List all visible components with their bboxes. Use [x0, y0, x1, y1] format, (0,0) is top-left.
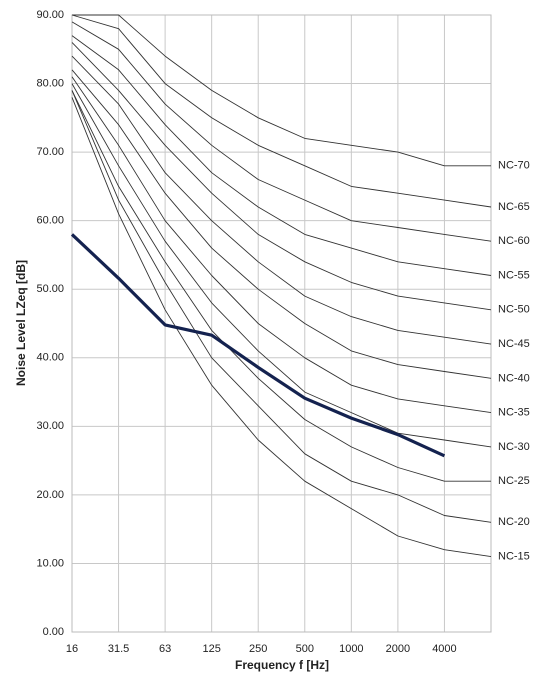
x-tick-label: 63: [159, 643, 171, 655]
series-label: NC-30: [498, 441, 530, 453]
x-tick-label: 1000: [339, 643, 363, 655]
series-label: NC-25: [498, 475, 530, 487]
nc-curve: [71, 97, 492, 558]
y-tick-label: 0.00: [43, 626, 64, 638]
x-tick-label: 125: [202, 643, 220, 655]
nc-curve: [71, 42, 492, 311]
y-tick-label: 90.00: [36, 9, 64, 21]
nc-curve: [71, 35, 492, 276]
nc-curve: [71, 55, 492, 345]
series-label: NC-20: [498, 516, 530, 528]
nc-curve: [71, 14, 492, 208]
measured-line: [70, 233, 446, 458]
series-label: NC-40: [498, 372, 530, 384]
x-tick-label: 4000: [432, 643, 456, 655]
nc-curve: [71, 69, 492, 379]
x-axis-title: Frequency f [Hz]: [235, 658, 329, 672]
series-label: NC-45: [498, 338, 530, 350]
y-tick-label: 60.00: [36, 215, 64, 227]
x-tick-label: 250: [249, 643, 267, 655]
y-tick-label: 10.00: [36, 557, 64, 569]
nc-curve: [71, 90, 492, 523]
x-tick-label: 16: [66, 643, 78, 655]
nc-curve: [71, 21, 492, 242]
series-label: NC-15: [498, 550, 530, 562]
nc-curve: [71, 90, 491, 482]
y-tick-label: 70.00: [36, 146, 64, 158]
y-tick-label: 20.00: [36, 489, 64, 501]
y-tick-label: 80.00: [36, 77, 64, 89]
nc-curve: [71, 76, 492, 414]
x-tick-label: 31.5: [108, 643, 129, 655]
x-tick-label: 500: [296, 643, 314, 655]
series-label: NC-55: [498, 269, 530, 281]
nc-curve: [72, 14, 491, 167]
series-label: NC-70: [498, 160, 530, 172]
y-tick-label: 30.00: [36, 420, 64, 432]
x-tick-label: 2000: [386, 643, 410, 655]
series-label: NC-35: [498, 407, 530, 419]
y-axis-title: Noise Level LZeq [dB]: [14, 260, 28, 386]
plot-border: [71, 14, 492, 633]
y-tick-label: 50.00: [36, 283, 64, 295]
series-label: NC-50: [498, 304, 530, 316]
series-label: NC-65: [498, 201, 530, 213]
nc-curve: [71, 83, 492, 448]
y-tick-label: 40.00: [36, 352, 64, 364]
series-label: NC-60: [498, 235, 530, 247]
